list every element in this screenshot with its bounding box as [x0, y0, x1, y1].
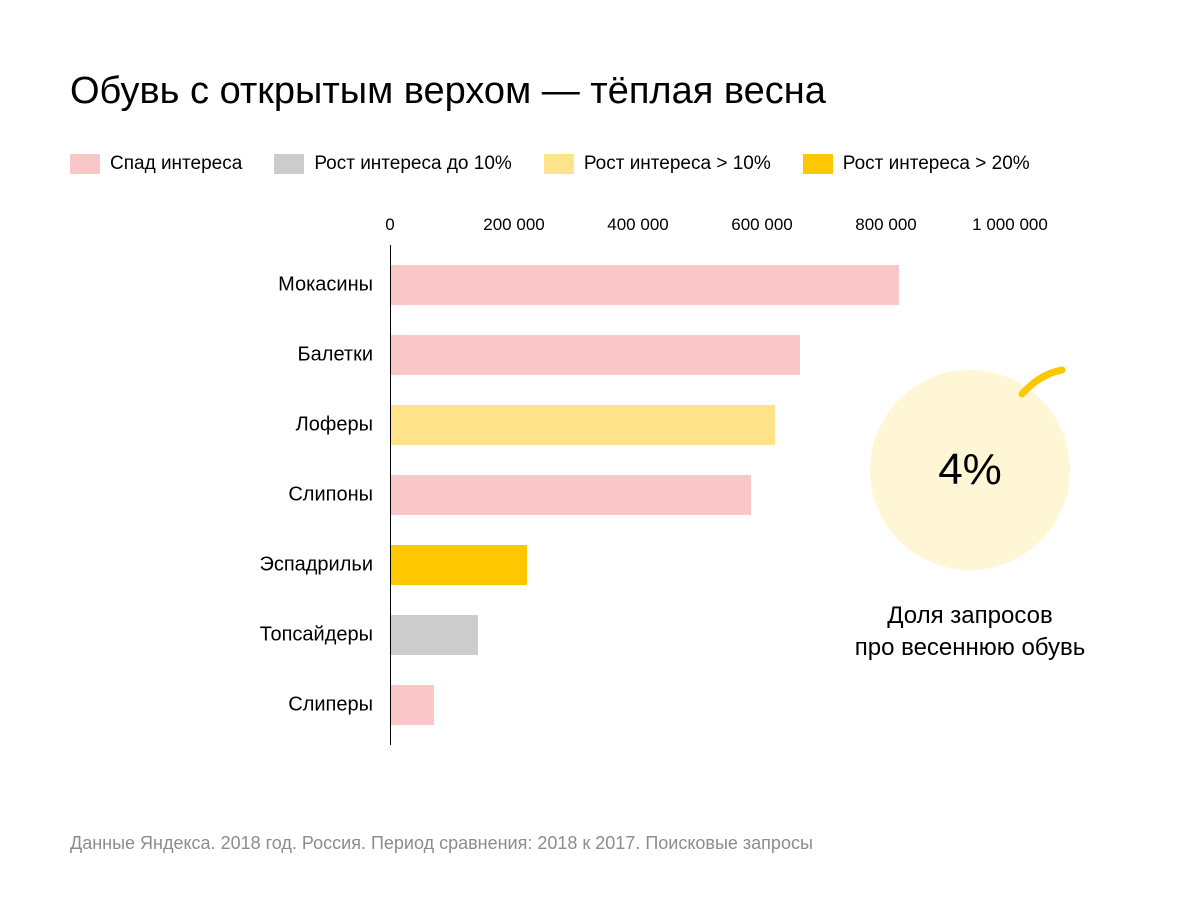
bar-fill [391, 265, 899, 305]
bar-fill [391, 335, 800, 375]
legend-item: Рост интереса до 10% [274, 153, 512, 175]
legend-item: Рост интереса > 10% [544, 153, 771, 175]
bar-label: Слиперы [288, 694, 391, 717]
bar-label: Лоферы [296, 414, 391, 437]
x-tick: 600 000 [731, 215, 792, 235]
callout-accent-icon [1018, 360, 1066, 408]
x-tick: 800 000 [855, 215, 916, 235]
x-tick: 1 000 000 [972, 215, 1048, 235]
bar-row: Балетки [391, 335, 1010, 375]
bar-label: Эспадрильи [259, 554, 391, 577]
legend-swatch [544, 154, 574, 174]
bar-label: Мокасины [278, 274, 391, 297]
legend-swatch [274, 154, 304, 174]
legend: Спад интереса Рост интереса до 10% Рост … [70, 153, 1130, 175]
x-tick: 200 000 [483, 215, 544, 235]
x-tick: 0 [385, 215, 394, 235]
legend-item: Рост интереса > 20% [803, 153, 1030, 175]
x-tick: 400 000 [607, 215, 668, 235]
callout-value: 4% [938, 445, 1002, 495]
legend-label: Рост интереса > 10% [584, 153, 771, 175]
bar-label: Слипоны [288, 484, 391, 507]
bar-fill [391, 685, 434, 725]
legend-swatch [70, 154, 100, 174]
legend-label: Рост интереса до 10% [314, 153, 512, 175]
bar-fill [391, 615, 478, 655]
bar-label: Балетки [298, 344, 391, 367]
x-axis: 0 200 000 400 000 600 000 800 000 1 000 … [390, 215, 1010, 245]
legend-item: Спад интереса [70, 153, 242, 175]
legend-label: Спад интереса [110, 153, 242, 175]
legend-swatch [803, 154, 833, 174]
legend-label: Рост интереса > 20% [843, 153, 1030, 175]
callout-caption: Доля запросовпро весеннюю обувь [830, 600, 1110, 665]
bar-fill [391, 475, 751, 515]
bar-fill [391, 405, 775, 445]
callout-circle: 4% [870, 370, 1070, 570]
bar-fill [391, 545, 527, 585]
callout: 4% Доля запросовпро весеннюю обувь [830, 370, 1110, 665]
footer-text: Данные Яндекса. 2018 год. Россия. Период… [70, 833, 813, 854]
bar-row: Слиперы [391, 685, 1010, 725]
page-title: Обувь с открытым верхом — тёплая весна [70, 70, 1130, 113]
bar-label: Топсайдеры [260, 624, 391, 647]
bar-row: Мокасины [391, 265, 1010, 305]
